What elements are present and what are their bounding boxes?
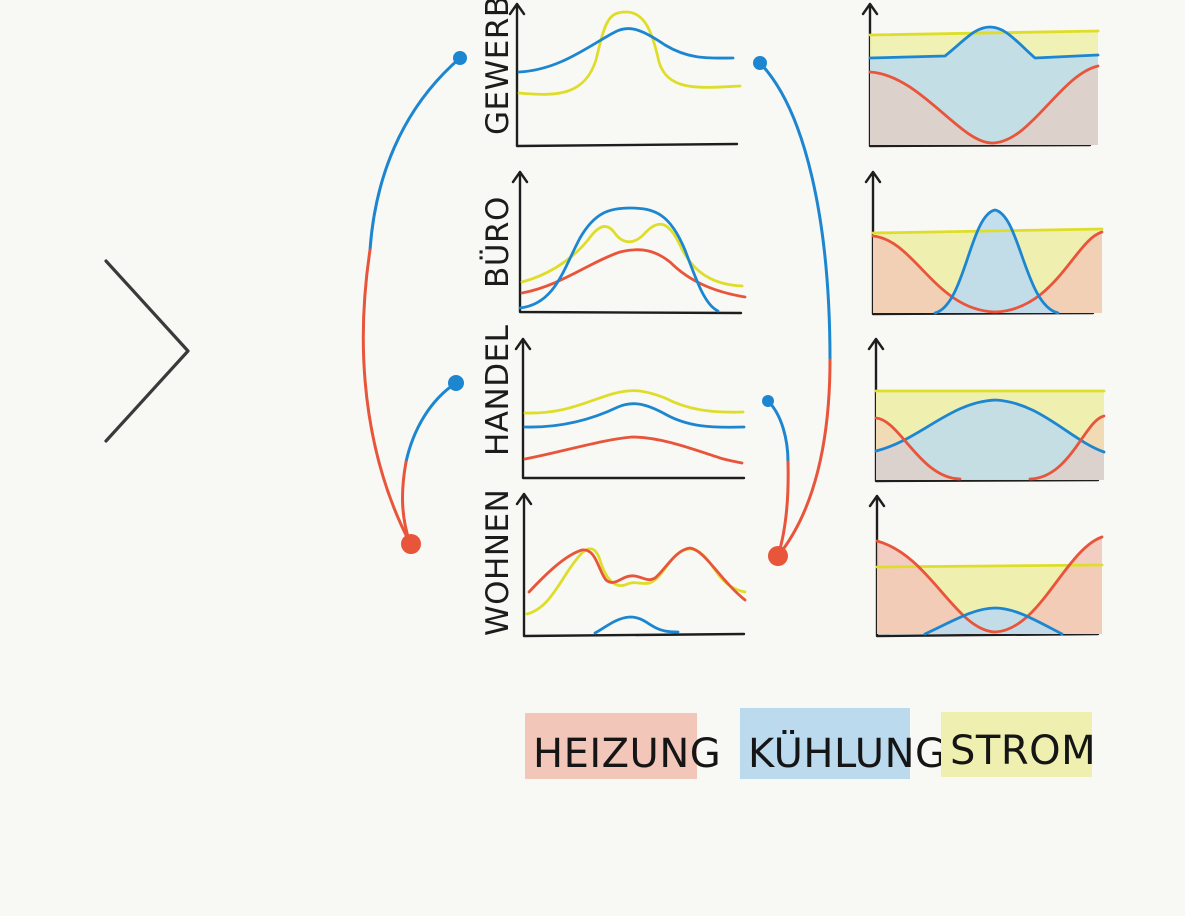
curve-handel-cooling: [523, 402, 746, 429]
connector-gewerbe-wohnen-heating: [361, 248, 412, 545]
curve-gewerbe-cooling: [517, 27, 735, 74]
connector-mid-gewerbe-heating: [776, 358, 832, 558]
line-chart-gewerbe: [508, 2, 742, 148]
middle-connectors: [753, 56, 832, 566]
connector-handel-wohnen-cooling: [404, 381, 458, 464]
curve-handel-area-cooling: [874, 398, 1106, 454]
legend: HEIZUNG KÜHLUNG STROM: [525, 708, 1096, 779]
legend-label-heating: HEIZUNG: [533, 731, 721, 777]
axis-wohnen-line: [515, 492, 746, 638]
connector-dot-mid-handel: [762, 395, 774, 407]
row-label-handel: HANDEL: [480, 324, 516, 456]
legend-swatch-heating: [525, 713, 697, 779]
axis-buero-line: [511, 170, 743, 315]
curve-wohnen-heating: [527, 546, 747, 602]
connector-dot-mid-gewerbe: [753, 56, 767, 70]
connector-mid-handel-cooling: [766, 399, 790, 464]
curve-gewerbe-area-heating: [868, 64, 1100, 145]
area-gewerbe-heating: [870, 66, 1098, 145]
connector-dot-handel: [448, 375, 464, 391]
curve-handel-area-heating: [874, 414, 1106, 481]
curve-wohnen-area-cooling: [923, 606, 1064, 636]
line-chart-buero: [511, 170, 747, 315]
curve-wohnen-cooling: [593, 615, 680, 635]
curve-wohnen-area-heating: [875, 535, 1104, 634]
area-wohnen-heating: [877, 537, 1102, 634]
line-chart-wohnen: [515, 492, 747, 638]
legend-label-power: STROM: [950, 728, 1096, 774]
curve-buero-heating: [520, 248, 747, 299]
curve-handel-power: [523, 389, 745, 415]
curve-buero-area-cooling: [933, 208, 1060, 315]
curve-buero-power: [520, 222, 744, 288]
row-label-gewerbe: GEWERBE: [480, 0, 516, 135]
curve-gewerbe-power: [517, 10, 742, 96]
area-wohnen-cooling: [925, 608, 1062, 634]
connector-gewerbe-wohnen-cooling: [368, 56, 462, 252]
curve-buero-area-power: [871, 227, 1104, 235]
curve-gewerbe-area-power: [868, 29, 1100, 37]
legend-swatch-cooling: [740, 708, 910, 779]
connector-dot-gewerbe: [453, 51, 467, 65]
connector-dot-wohnen: [401, 534, 421, 554]
area-chart-wohnen: [868, 494, 1104, 638]
connector-dot-mid-wohnen: [768, 546, 788, 566]
curve-wohnen-area-power: [875, 563, 1104, 569]
curve-handel-heating: [523, 435, 744, 465]
axis-gewerbe-line: [508, 2, 739, 148]
area-chart-handel: [867, 337, 1106, 483]
legend-swatch-power: [941, 712, 1092, 777]
area-buero-cooling: [935, 210, 1058, 313]
area-handel-heating: [876, 416, 1104, 480]
line-chart-handel: [514, 337, 746, 480]
curve-buero-area-heating: [871, 230, 1104, 314]
chevron-right-icon[interactable]: [104, 259, 190, 443]
axis-handel-line: [514, 337, 746, 480]
legend-label-cooling: KÜHLUNG: [748, 729, 947, 777]
area-chart-buero: [864, 170, 1104, 316]
area-chart-gewerbe: [861, 2, 1100, 148]
curve-buero-cooling: [518, 206, 720, 313]
curve-gewerbe-area-cooling: [868, 25, 1100, 60]
connector-mid-gewerbe-cooling: [758, 61, 832, 362]
area-handel-cooling: [876, 400, 1104, 480]
left-connectors: [361, 51, 467, 554]
row-label-buero: BÜRO: [479, 196, 516, 288]
row-label-wohnen: WOHNEN: [480, 489, 516, 636]
curve-wohnen-power: [525, 547, 747, 616]
